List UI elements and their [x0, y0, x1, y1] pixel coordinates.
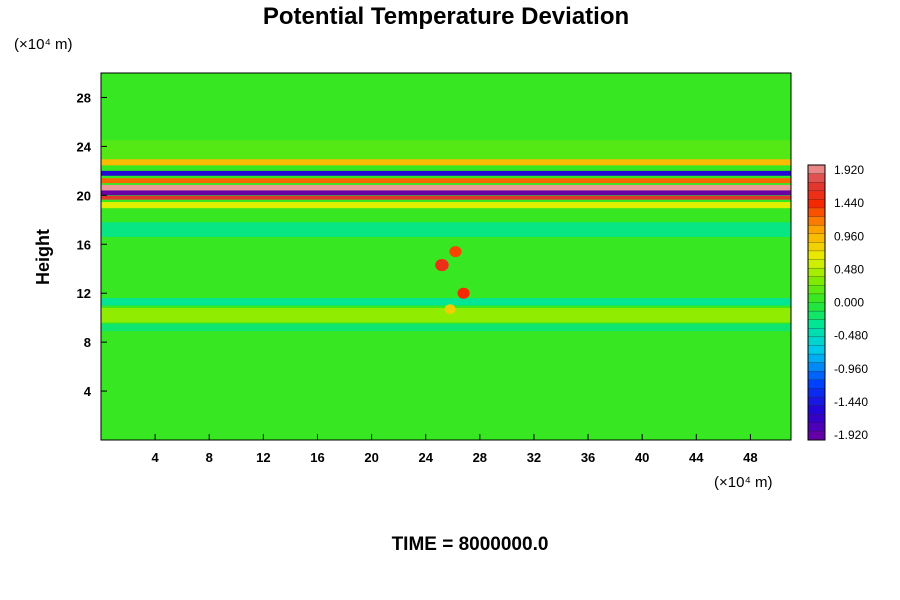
colorbar-cell [807, 285, 826, 295]
colorbar-cell [807, 259, 826, 269]
y-axis-label: Height [33, 229, 53, 285]
colorbar-cell [807, 345, 826, 355]
heatmap-band [101, 307, 791, 323]
colorbar-cell [807, 362, 826, 372]
heatmap-band [101, 178, 791, 184]
heatmap-blob [457, 287, 470, 299]
x-tick-label: 8 [206, 450, 213, 465]
y-tick-label: 20 [77, 188, 91, 203]
colorbar-cell [807, 267, 826, 278]
colorbar-label: -1.920 [834, 428, 868, 442]
heatmap-plot-area [101, 73, 791, 440]
x-axis-ticks: 4 8 12 16 20 24 28 32 36 40 44 48 [152, 434, 758, 465]
colorbar-cell [807, 422, 826, 432]
x-tick-label: 24 [418, 450, 433, 465]
colorbar-cell [807, 405, 826, 415]
colorbar-cell [807, 216, 826, 226]
colorbar-label: 0.960 [834, 229, 864, 243]
colorbar-cell [807, 328, 826, 338]
heatmap-band [101, 298, 791, 306]
colorbar-cell [807, 388, 826, 398]
heatmap-blob [444, 304, 456, 314]
colorbar-cell [807, 414, 826, 424]
time-label: TIME = 8000000.0 [392, 534, 549, 555]
x-tick-label: 20 [364, 450, 378, 465]
y-tick-label: 8 [84, 335, 91, 350]
heatmap-band [101, 170, 791, 176]
y-tick-label: 28 [77, 90, 91, 105]
heatmap-blob [449, 246, 462, 258]
colorbar: 1.920 1.440 0.960 0.480 0.000 -0.480 -0.960 -1.… [807, 163, 868, 442]
x-tick-label: 4 [152, 450, 160, 465]
y-tick-label: 16 [77, 237, 91, 252]
heatmap-blob [435, 258, 449, 272]
colorbar-cell [807, 353, 826, 364]
colorbar-cells [807, 164, 826, 441]
x-tick-label: 16 [310, 450, 324, 465]
colorbar-cell [807, 199, 826, 209]
colorbar-cell [807, 164, 826, 175]
colorbar-label: -1.440 [834, 395, 868, 409]
x-tick-label: 36 [581, 450, 595, 465]
y-tick-label: 4 [84, 384, 92, 399]
colorbar-cell [807, 336, 826, 346]
heatmap-band [101, 195, 791, 200]
x-tick-label: 12 [256, 450, 270, 465]
heatmap-features [101, 140, 791, 332]
colorbar-cell [807, 242, 826, 252]
colorbar-cell [807, 302, 826, 312]
colorbar-cell [807, 431, 826, 441]
y-axis-unit: (×10⁴ m) [14, 36, 73, 53]
colorbar-labels: 1.920 1.440 0.960 0.480 0.000 -0.480 -0.960 -1.… [834, 163, 868, 442]
y-axis-ticks: 4 8 12 16 20 24 28 [77, 90, 107, 399]
colorbar-label: -0.480 [834, 329, 868, 343]
colorbar-label: -0.960 [834, 362, 868, 376]
colorbar-cell [807, 371, 826, 381]
heatmap-band [101, 202, 791, 209]
x-tick-label: 32 [527, 450, 541, 465]
colorbar-cell [807, 225, 826, 235]
colorbar-cell [807, 310, 826, 321]
heatmap-band [101, 222, 791, 237]
x-tick-label: 28 [473, 450, 487, 465]
colorbar-cell [807, 207, 826, 218]
chart-title: Potential Temperature Deviation [263, 3, 629, 30]
heatmap-band [101, 323, 791, 332]
colorbar-label: 1.920 [834, 163, 864, 177]
heatmap-band [101, 190, 791, 196]
y-tick-label: 24 [77, 139, 92, 154]
colorbar-cell [807, 182, 826, 192]
colorbar-cell [807, 250, 826, 260]
x-tick-label: 44 [689, 450, 704, 465]
colorbar-cell [807, 293, 826, 303]
x-axis-unit: (×10⁴ m) [714, 474, 773, 491]
colorbar-cell [807, 233, 826, 243]
colorbar-cell [807, 379, 826, 389]
x-tick-label: 40 [635, 450, 649, 465]
colorbar-label: 1.440 [834, 196, 864, 210]
y-tick-label: 12 [77, 286, 91, 301]
colorbar-cell [807, 396, 826, 407]
colorbar-frame [807, 164, 826, 441]
heatmap-band [101, 159, 791, 166]
colorbar-cell [807, 276, 826, 286]
heatmap-background [101, 73, 791, 440]
colorbar-cell [807, 319, 826, 329]
colorbar-cell [807, 173, 826, 183]
colorbar-cell [807, 190, 826, 200]
heatmap-band [101, 184, 791, 192]
colorbar-label: 0.000 [834, 296, 864, 310]
colorbar-label: 0.480 [834, 262, 864, 276]
plot-frame [100, 72, 792, 441]
x-tick-label: 48 [743, 450, 757, 465]
